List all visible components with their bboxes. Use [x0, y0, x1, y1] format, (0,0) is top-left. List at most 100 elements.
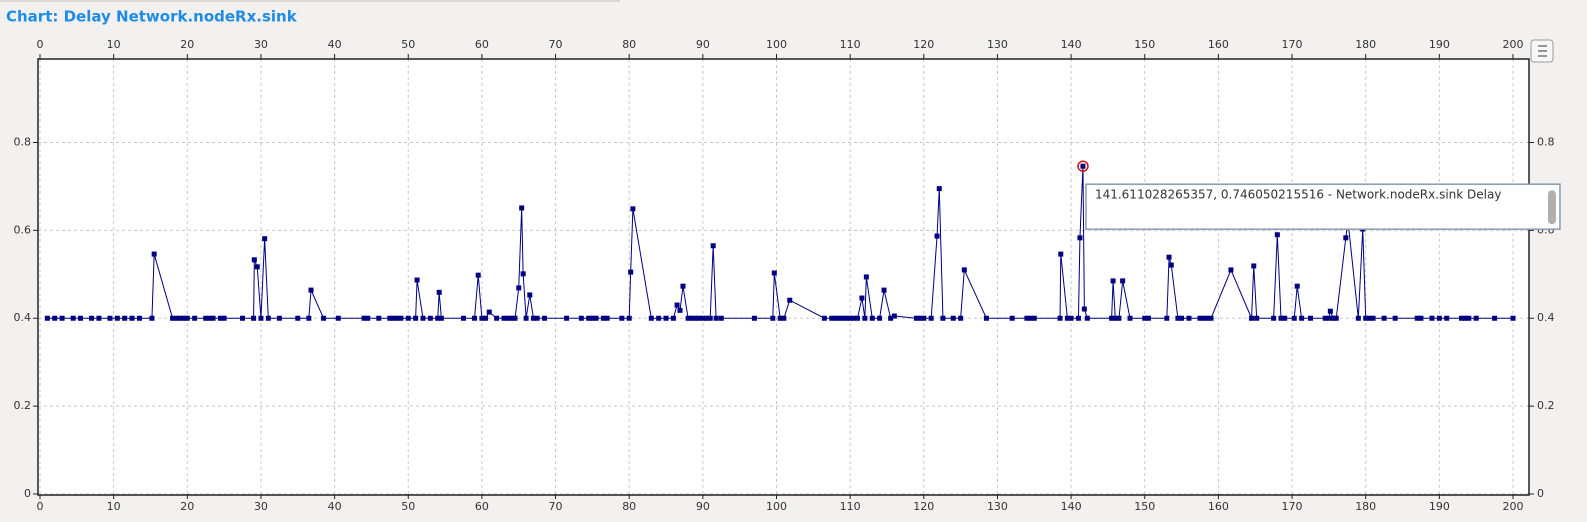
plot-area	[38, 59, 1529, 495]
data-point	[542, 315, 548, 321]
x-tick-label: 50	[401, 500, 415, 513]
data-point	[519, 205, 525, 211]
data-point	[1366, 315, 1372, 321]
data-point	[501, 315, 507, 321]
data-point	[472, 315, 478, 321]
data-point	[751, 315, 757, 321]
data-point	[475, 272, 481, 278]
data-point	[1363, 315, 1369, 321]
data-point	[1081, 306, 1087, 312]
data-point	[689, 315, 695, 321]
data-point	[1068, 315, 1074, 321]
data-point	[438, 315, 444, 321]
data-point	[1282, 315, 1288, 321]
data-point	[781, 315, 787, 321]
data-point	[173, 315, 179, 321]
data-point	[862, 315, 868, 321]
data-point	[1466, 315, 1472, 321]
data-point	[983, 315, 989, 321]
x-tick-label: 20	[180, 500, 194, 513]
x-tick-label-top: 90	[696, 38, 710, 51]
data-point	[777, 315, 783, 321]
data-point	[1510, 315, 1516, 321]
tooltip-scrollbar	[1547, 190, 1556, 225]
data-point	[700, 315, 706, 321]
chart-title: Chart: Delay Network.nodeRx.sink	[6, 8, 298, 26]
data-point	[1307, 315, 1313, 321]
data-point	[479, 315, 485, 321]
data-point	[1168, 262, 1174, 268]
data-point	[129, 315, 135, 321]
data-point	[494, 315, 500, 321]
data-point	[1278, 315, 1284, 321]
data-point	[840, 315, 846, 321]
data-point	[1254, 315, 1260, 321]
data-point	[1271, 315, 1277, 321]
x-tick-label: 200	[1503, 500, 1524, 513]
data-point	[1204, 315, 1210, 321]
data-point	[917, 315, 923, 321]
data-point	[869, 315, 875, 321]
data-point	[1057, 315, 1063, 321]
data-point	[295, 315, 301, 321]
x-tick-label: 60	[475, 500, 489, 513]
data-point	[821, 315, 827, 321]
data-point	[527, 292, 533, 298]
x-tick-label-top: 110	[840, 38, 861, 51]
data-point	[829, 315, 835, 321]
data-point	[1080, 163, 1086, 169]
data-point	[1197, 315, 1203, 321]
data-point	[1058, 251, 1064, 257]
data-point	[151, 251, 157, 257]
x-tick-label-top: 20	[180, 38, 194, 51]
x-tick-label: 100	[766, 500, 787, 513]
x-tick-label-top: 160	[1208, 38, 1229, 51]
x-tick-label: 130	[987, 500, 1008, 513]
data-point	[276, 315, 282, 321]
data-point	[149, 315, 155, 321]
data-point	[881, 287, 887, 293]
x-tick-label: 90	[696, 500, 710, 513]
data-point	[1274, 232, 1280, 238]
data-point	[1249, 315, 1255, 321]
data-point	[89, 315, 95, 321]
data-point	[1077, 235, 1083, 241]
data-point	[1009, 315, 1015, 321]
x-tick-label: 110	[840, 500, 861, 513]
y-tick-label: 0.2	[14, 399, 32, 412]
data-point	[391, 315, 397, 321]
data-point	[961, 267, 967, 273]
data-point	[398, 315, 404, 321]
y-tick-label-right: 0.4	[1537, 311, 1555, 324]
data-point	[1392, 315, 1398, 321]
data-point	[619, 315, 625, 321]
x-tick-label: 40	[328, 500, 342, 513]
data-point	[680, 283, 686, 289]
data-point	[771, 270, 777, 276]
x-tick-label-top: 10	[107, 38, 121, 51]
data-point	[512, 315, 518, 321]
selected-point	[1077, 160, 1089, 172]
data-point	[265, 315, 271, 321]
data-point	[387, 315, 393, 321]
data-point	[648, 315, 654, 321]
data-point	[1127, 315, 1133, 321]
data-point	[1064, 315, 1070, 321]
y-tick-label-right: 0.8	[1537, 135, 1555, 148]
data-point	[1075, 315, 1081, 321]
data-point	[1343, 235, 1349, 241]
data-point	[958, 315, 964, 321]
data-point	[1186, 315, 1192, 321]
legend-button[interactable]	[1530, 39, 1554, 63]
data-point	[308, 287, 314, 293]
data-point	[251, 257, 257, 263]
data-point	[913, 315, 919, 321]
x-tick-label-top: 80	[622, 38, 636, 51]
data-point	[413, 315, 419, 321]
data-point	[836, 315, 842, 321]
data-point	[192, 315, 198, 321]
data-line	[47, 166, 1513, 320]
data-point	[1112, 315, 1118, 321]
x-tick-label-top: 120	[913, 38, 934, 51]
data-point	[1462, 315, 1468, 321]
